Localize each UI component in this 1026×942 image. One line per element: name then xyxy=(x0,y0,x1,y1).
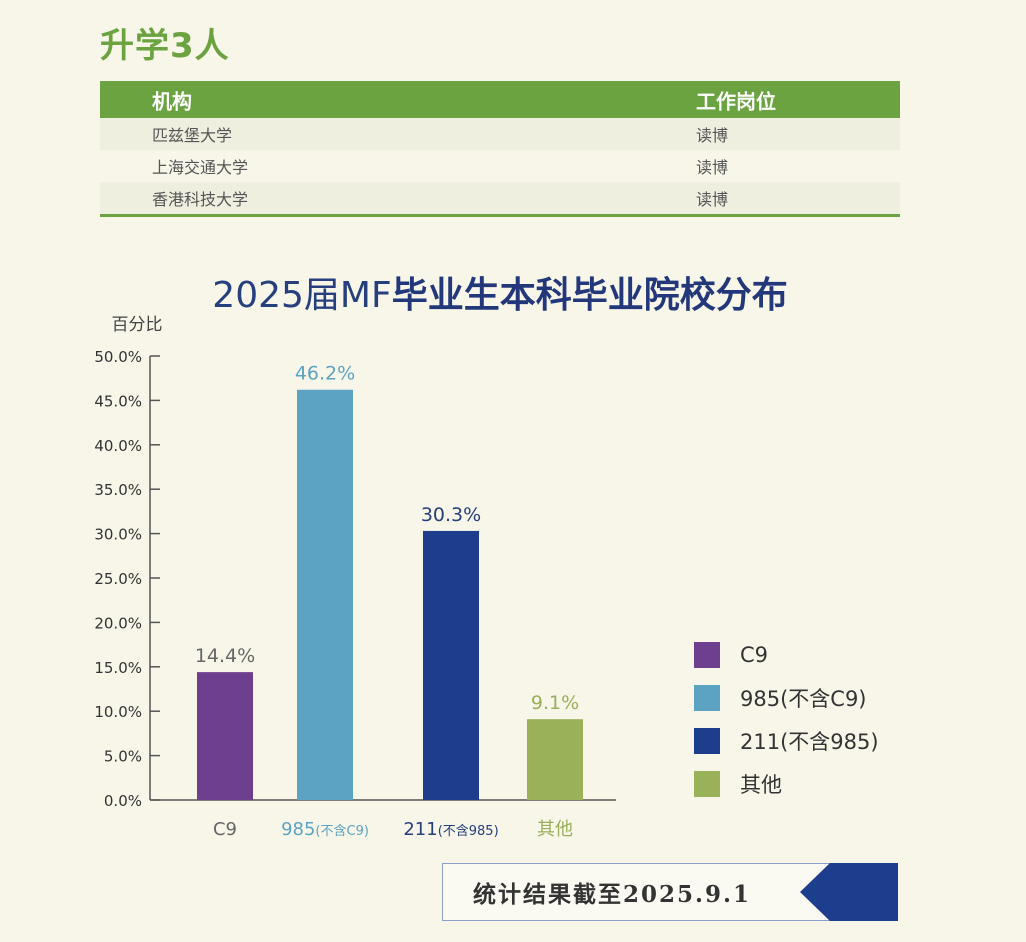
table-cell-position: 读博 xyxy=(696,158,729,177)
x-tick-label: C9 xyxy=(213,819,237,840)
footer-text: 统计结果截至2025.9.1 xyxy=(473,881,752,908)
y-tick-label: 50.0% xyxy=(94,348,142,366)
y-tick-label: 0.0% xyxy=(104,792,142,810)
y-tick-label: 40.0% xyxy=(94,437,142,455)
bar-value-label: 46.2% xyxy=(295,363,355,385)
legend-label: 985(不含C9) xyxy=(740,687,867,711)
section-title: 升学3人 xyxy=(100,26,230,66)
chart-title-prefix: 2025届MF xyxy=(212,275,392,316)
legend-item-c9: C9 xyxy=(694,642,879,668)
legend-label: 其他 xyxy=(740,773,782,797)
y-tick-label: 10.0% xyxy=(94,703,142,721)
table-cell-position: 读博 xyxy=(696,190,729,209)
y-tick-label: 15.0% xyxy=(94,659,142,677)
bar-value-label: 30.3% xyxy=(421,504,481,526)
x-tick-label: 其他 xyxy=(537,819,573,840)
table-bottom-rule xyxy=(100,214,900,217)
table-cell-institution: 匹兹堡大学 xyxy=(152,126,233,145)
bar xyxy=(527,719,583,800)
x-tick-label: 985(不含C9) xyxy=(281,819,369,840)
y-tick-label: 20.0% xyxy=(94,614,142,632)
arrow-banner-icon xyxy=(800,863,898,921)
column-header-position: 工作岗位 xyxy=(696,89,776,113)
y-tick-label: 45.0% xyxy=(94,392,142,410)
table-row: 上海交通大学 读博 xyxy=(100,150,900,182)
legend-swatch xyxy=(694,771,720,797)
y-tick-label: 35.0% xyxy=(94,481,142,499)
footer-note: 统计结果截至2025.9.1 xyxy=(442,863,898,921)
bar xyxy=(297,389,353,800)
chart-title-main: 毕业生本科毕业院校分布 xyxy=(391,275,788,316)
legend-label: C9 xyxy=(740,643,769,667)
legend-swatch xyxy=(694,642,720,668)
bar xyxy=(197,672,253,800)
legend-item-other: 其他 xyxy=(694,771,879,797)
x-tick-label: 211(不含985) xyxy=(403,819,498,840)
table-cell-institution: 上海交通大学 xyxy=(152,158,249,177)
table-body: 匹兹堡大学 读博 上海交通大学 读博 香港科技大学 读博 xyxy=(100,118,900,214)
legend-item-211: 211(不含985) xyxy=(694,728,879,754)
table-header: 机构 工作岗位 xyxy=(100,81,900,118)
column-header-institution: 机构 xyxy=(152,89,192,113)
table-cell-institution: 香港科技大学 xyxy=(152,190,249,209)
table-row: 香港科技大学 读博 xyxy=(100,182,900,214)
bar-value-label: 14.4% xyxy=(195,645,255,667)
legend-swatch xyxy=(694,685,720,711)
y-tick-label: 5.0% xyxy=(104,748,142,766)
legend-swatch xyxy=(694,728,720,754)
table-cell-position: 读博 xyxy=(696,126,729,145)
chart-legend: C9 985(不含C9) 211(不含985) 其他 xyxy=(694,642,879,814)
advancement-table: 机构 工作岗位 匹兹堡大学 读博 上海交通大学 读博 香港科技大学 读博 xyxy=(100,81,900,217)
y-tick-label: 25.0% xyxy=(94,570,142,588)
legend-label: 211(不含985) xyxy=(740,730,879,754)
bar xyxy=(423,530,479,800)
chart-title: 2025届MF毕业生本科毕业院校分布 xyxy=(0,266,1000,318)
legend-item-985: 985(不含C9) xyxy=(694,685,879,711)
y-axis-label: 百分比 xyxy=(112,315,163,335)
y-tick-label: 30.0% xyxy=(94,526,142,544)
table-row: 匹兹堡大学 读博 xyxy=(100,118,900,150)
bar-value-label: 9.1% xyxy=(531,692,579,714)
